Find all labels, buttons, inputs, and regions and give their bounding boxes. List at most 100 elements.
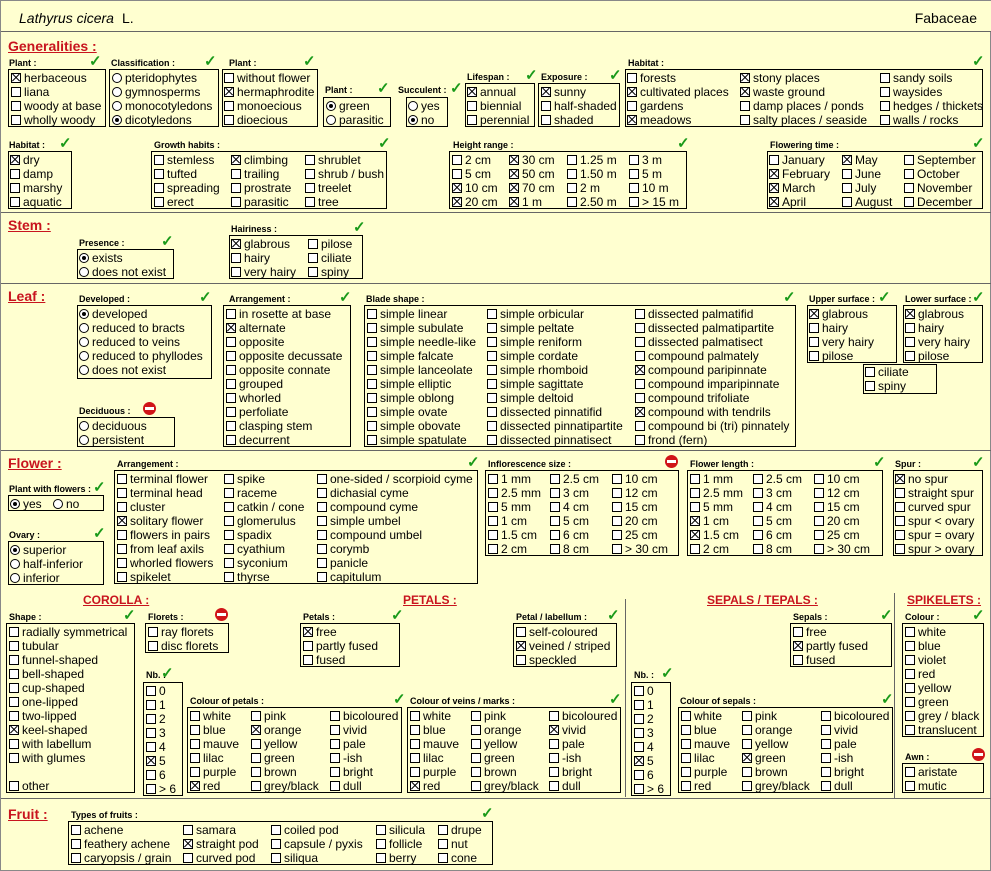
succ-option[interactable]: no (408, 113, 434, 127)
hab2-option[interactable]: marshy (10, 181, 62, 195)
shape-option[interactable]: cup-shaped (9, 681, 85, 695)
blade-option[interactable]: compound bi (tri) pinnately (635, 419, 789, 433)
infl-option[interactable]: 1 cm (488, 514, 527, 528)
plant3-option[interactable]: parasitic (326, 113, 384, 127)
shape-option[interactable]: radially symmetrical (9, 625, 127, 639)
flow-option[interactable]: December (904, 195, 972, 209)
infl-option[interactable]: 5 mm (488, 500, 531, 514)
spcol-option[interactable]: green (905, 695, 949, 709)
colvein-option[interactable]: -ish (549, 751, 581, 765)
blade-option[interactable]: dissected palmatisect (635, 335, 763, 349)
plant2-option[interactable]: without flower (224, 71, 310, 85)
colpet-option[interactable]: white (190, 709, 231, 723)
hab1-option[interactable]: cultivated places (627, 85, 729, 99)
presence-option[interactable]: does not exist (79, 265, 166, 279)
sepals-option[interactable]: free (793, 625, 827, 639)
growth-option[interactable]: stemless (154, 153, 214, 167)
fruits-option[interactable]: nut (438, 837, 468, 851)
height-option[interactable]: 2 cm (452, 153, 491, 167)
growth-option[interactable]: trailing (231, 167, 279, 181)
colsep-option[interactable]: brown (742, 765, 788, 779)
classif-option[interactable]: pteridophytes (112, 71, 197, 85)
flen-option[interactable]: 20 cm (814, 514, 860, 528)
height-option[interactable]: 5 cm (452, 167, 491, 181)
hab2-option[interactable]: damp (10, 167, 53, 181)
blade-option[interactable]: simple subulate (367, 321, 463, 335)
blade-option[interactable]: simple oblong (367, 391, 454, 405)
awn-option[interactable]: mutic (905, 779, 947, 793)
height-option[interactable]: 1.25 m (567, 153, 617, 167)
farr-option[interactable]: thyrse (224, 570, 270, 584)
plant1-option[interactable]: woody at base (11, 99, 101, 113)
blade-option[interactable]: compound paripinnate (635, 363, 767, 377)
blade-option[interactable]: dissected palmatipartite (635, 321, 774, 335)
hab1-option[interactable]: waste ground (740, 85, 825, 99)
spur-option[interactable]: spur < ovary (895, 514, 974, 528)
decid-option[interactable]: deciduous (79, 419, 147, 433)
colpet-option[interactable]: vivid (330, 723, 367, 737)
nbp-option[interactable]: 3 (146, 726, 166, 740)
colsep-option[interactable]: pink (742, 709, 777, 723)
growth-option[interactable]: shrublet (305, 153, 361, 167)
infl-option[interactable]: 2.5 mm (488, 486, 541, 500)
blade-option[interactable]: simple rhomboid (487, 363, 588, 377)
colpet-option[interactable]: pale (330, 737, 366, 751)
hairy-option[interactable]: glabrous (231, 237, 290, 251)
colpet-option[interactable]: grey/black (251, 779, 319, 793)
lower-option[interactable]: glabrous (905, 307, 964, 321)
infl-option[interactable]: 8 cm (550, 542, 589, 556)
spcol-option[interactable]: violet (905, 653, 946, 667)
flow-option[interactable]: June (842, 167, 881, 181)
spur-option[interactable]: no spur (895, 472, 948, 486)
flen-option[interactable]: 2 cm (690, 542, 729, 556)
farr-option[interactable]: cluster (117, 500, 165, 514)
fruits-option[interactable]: caryopsis / grain (71, 851, 171, 865)
ovary-option[interactable]: half-inferior (10, 557, 83, 571)
colpet-option[interactable]: red (190, 779, 220, 793)
fruits-option[interactable]: coiled pod (271, 823, 339, 837)
hab1-option[interactable]: gardens (627, 99, 683, 113)
classif-option[interactable]: gymnosperms (112, 85, 200, 99)
nbs-option[interactable]: 2 (634, 712, 654, 726)
colpet-option[interactable]: bicoloured (330, 709, 398, 723)
fruits-option[interactable]: drupe (438, 823, 482, 837)
colvein-option[interactable]: pale (549, 737, 585, 751)
flen-option[interactable]: 5 mm (690, 500, 733, 514)
farr-option[interactable]: glomerulus (224, 514, 296, 528)
lower-option[interactable]: pilose (905, 349, 949, 363)
flow-option[interactable]: April (769, 195, 806, 209)
farr-option[interactable]: simple umbel (317, 514, 401, 528)
fruits-option[interactable]: siliqua (271, 851, 318, 865)
colsep-option[interactable]: dull (821, 779, 853, 793)
fruits-option[interactable]: feathery achene (71, 837, 170, 851)
colvein-option[interactable]: blue (410, 723, 446, 737)
colsep-option[interactable]: white (681, 709, 722, 723)
developed-option[interactable]: reduced to phyllodes (79, 349, 203, 363)
hab2-option[interactable]: dry (10, 153, 40, 167)
nbs-option[interactable]: 3 (634, 726, 654, 740)
height-option[interactable]: 3 m (629, 153, 662, 167)
developed-option[interactable]: reduced to veins (79, 335, 180, 349)
upper-option[interactable]: glabrous (809, 307, 868, 321)
flen-option[interactable]: 10 cm (814, 472, 860, 486)
colsep-option[interactable]: orange (742, 723, 792, 737)
colvein-option[interactable]: green (471, 751, 515, 765)
flen-option[interactable]: 1 mm (690, 472, 733, 486)
colvein-option[interactable]: pink (471, 709, 506, 723)
arrange-option[interactable]: clasping stem (226, 419, 312, 433)
blade-option[interactable]: compound with tendrils (635, 405, 771, 419)
farr-option[interactable]: catkin / cone (224, 500, 304, 514)
colpet-option[interactable]: lilac (190, 751, 224, 765)
colvein-option[interactable]: yellow (471, 737, 517, 751)
infl-option[interactable]: 10 cm (612, 472, 658, 486)
blade-option[interactable]: simple spatulate (367, 433, 467, 447)
shape-option[interactable]: keel-shaped (9, 723, 87, 737)
colsep-option[interactable]: red (681, 779, 711, 793)
ovary-option[interactable]: superior (10, 543, 66, 557)
flow-option[interactable]: September (904, 153, 976, 167)
farr-option[interactable]: flowers in pairs (117, 528, 210, 542)
fruits-option[interactable]: samara (183, 823, 236, 837)
flen-option[interactable]: 3 cm (753, 486, 792, 500)
fruits-option[interactable]: capsule / pyxis (271, 837, 363, 851)
blade-option[interactable]: simple peltate (487, 321, 574, 335)
